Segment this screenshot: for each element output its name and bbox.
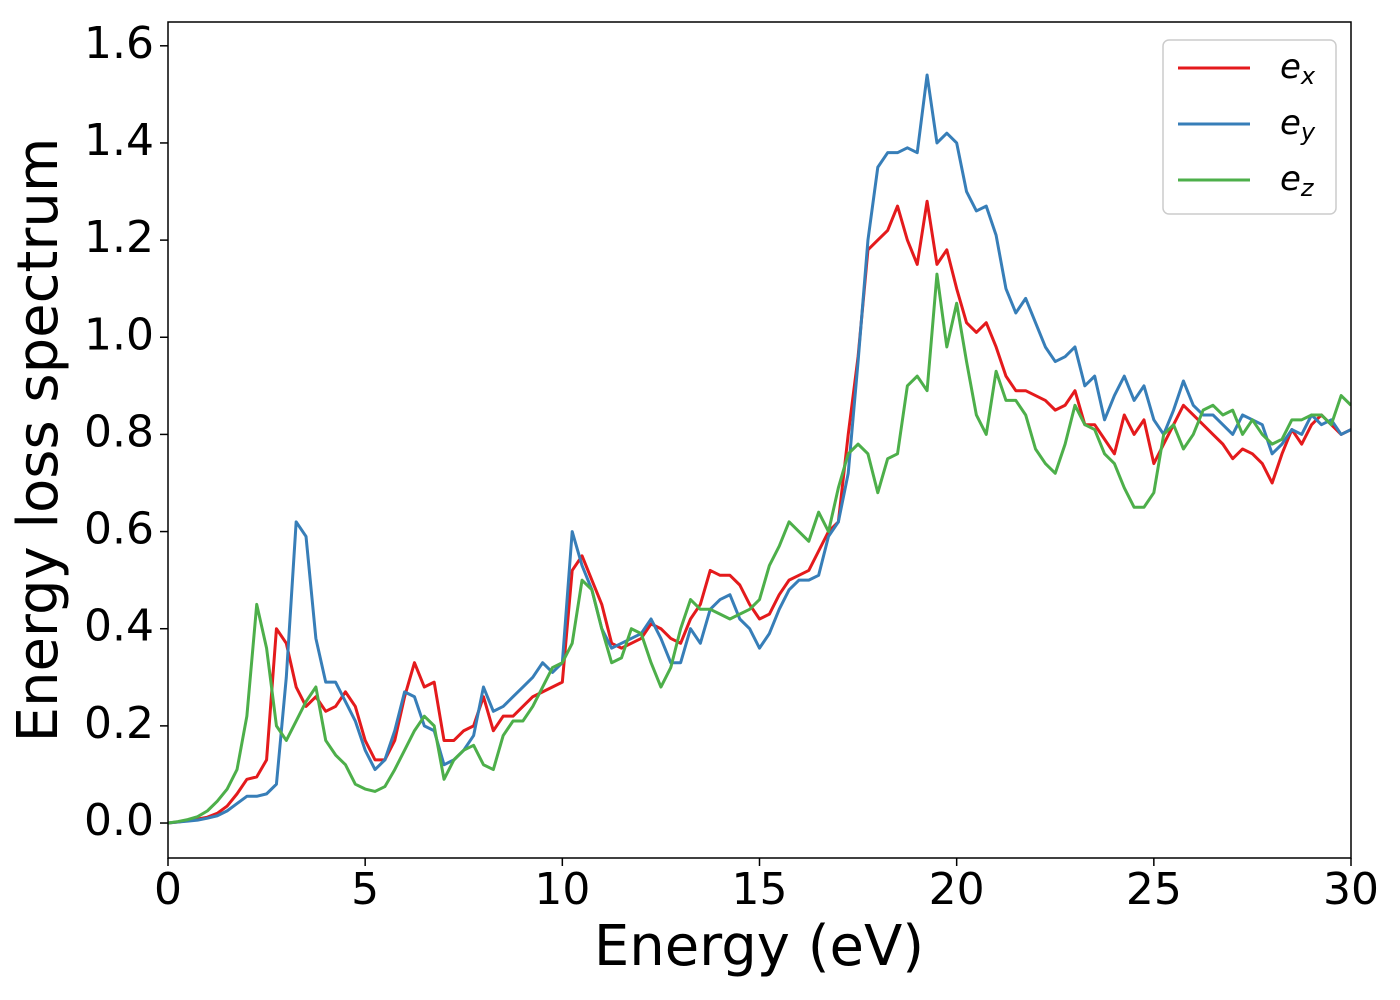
x-tick-label: 25 [1126, 864, 1182, 915]
y-tick-label: 1.2 [84, 212, 154, 263]
series-line [168, 272, 1351, 825]
x-tick-label: 0 [154, 864, 182, 915]
series-line [168, 73, 1351, 825]
y-tick-label: 0.8 [84, 406, 154, 457]
x-tick-label: 10 [534, 864, 590, 915]
series-line [168, 199, 1351, 825]
x-tick-label: 5 [351, 864, 379, 915]
x-axis-label: Energy (eV) [594, 914, 924, 979]
y-tick-label: 1.6 [84, 18, 154, 69]
plot-frame [167, 21, 1352, 859]
x-tick-label: 20 [929, 864, 985, 915]
y-tick-label: 0.2 [84, 698, 154, 749]
y-tick-label: 1.0 [84, 309, 154, 360]
legend-label: ey [1280, 103, 1316, 147]
y-tick-label: 0.0 [84, 795, 154, 846]
legend-label: ex [1280, 47, 1316, 91]
x-tick-label: 30 [1323, 864, 1379, 915]
y-tick-label: 0.4 [84, 601, 154, 652]
y-axis-label: Energy loss spectrum [6, 138, 71, 743]
legend-label: ez [1280, 159, 1315, 203]
y-tick-label: 1.4 [84, 115, 154, 166]
y-tick-label: 0.6 [84, 504, 154, 555]
legend-box [1162, 39, 1337, 215]
x-tick-label: 15 [732, 864, 788, 915]
